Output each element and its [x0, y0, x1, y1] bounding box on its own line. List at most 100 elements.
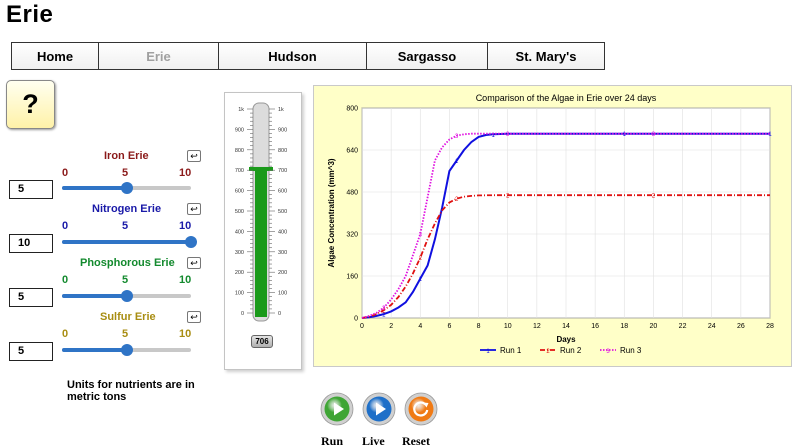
x-tick-label: 4 — [418, 323, 422, 330]
gauge-tick-label-left: 700 — [235, 168, 244, 174]
series-marker-2: 2 — [382, 309, 386, 315]
button-face — [408, 396, 434, 422]
series-marker-1: 1 — [382, 313, 386, 319]
phosphorous-tick-min: 0 — [62, 274, 69, 286]
nitrogen-tick-max: 10 — [179, 220, 192, 232]
series-marker-3: 3 — [652, 132, 656, 138]
gauge-tick-label-left: 900 — [235, 127, 244, 133]
tab-erie[interactable]: Erie — [98, 42, 219, 70]
nitrogen-slider[interactable] — [62, 236, 197, 248]
reset-arc — [413, 401, 429, 417]
gauge-tick-label-right: 900 — [278, 127, 287, 133]
algae-chart: Comparison of the Algae in Erie over 24 … — [327, 93, 774, 355]
play-glyph — [376, 402, 386, 416]
x-tick-label: 16 — [591, 323, 599, 330]
gauge-tick-label-right: 500 — [278, 209, 287, 215]
gauge-tick-label-right: 1k — [278, 107, 284, 113]
run-label: Run — [321, 434, 344, 445]
x-tick-label: 12 — [533, 323, 541, 330]
chart-panel: Comparison of the Algae in Erie over 24 … — [313, 85, 792, 367]
series-marker-2: 2 — [652, 194, 656, 200]
x-tick-label: 26 — [737, 323, 745, 330]
reset-icon — [404, 392, 438, 426]
units-note: Units for nutrients are in metric tons — [67, 379, 195, 403]
iron-slider-title: Iron Erie — [104, 150, 149, 162]
series-marker-2: 2 — [419, 256, 423, 262]
legend-marker-3: 3 — [606, 349, 610, 355]
sulfur-reset-icon[interactable]: ↩ — [187, 311, 201, 323]
gauge-tick-label-left: 300 — [235, 250, 244, 256]
nitrogen-tick-min: 0 — [62, 220, 69, 232]
tab-hudson[interactable]: Hudson — [218, 42, 367, 70]
reset-button[interactable] — [404, 392, 438, 426]
x-tick-label: 20 — [650, 323, 658, 330]
x-tick-label: 8 — [477, 323, 481, 330]
series-marker-3: 3 — [419, 233, 423, 239]
phosphorous-reset-icon[interactable]: ↩ — [187, 257, 201, 269]
nitrogen-slider-title: Nitrogen Erie — [92, 203, 162, 215]
sulfur-value-input[interactable]: 5 — [9, 342, 53, 361]
iron-slider[interactable] — [62, 182, 191, 194]
series-marker-2: 2 — [455, 197, 459, 203]
y-tick-label: 640 — [346, 148, 358, 155]
phosphorous-slider-fill — [62, 294, 127, 298]
iron-slider-fill — [62, 186, 127, 190]
chart-title: Comparison of the Algae in Erie over 24 … — [476, 93, 657, 103]
gauge-tick-label-right: 0 — [278, 311, 281, 317]
gauge-tick-label-left: 500 — [235, 209, 244, 215]
gauge-tick-label-left: 100 — [235, 291, 244, 297]
gauge-level-marker — [249, 166, 273, 171]
run-button[interactable] — [320, 392, 354, 426]
sulfur-slider[interactable] — [62, 344, 191, 356]
series-marker-2: 2 — [506, 194, 510, 200]
phosphorous-slider-knob[interactable] — [120, 290, 133, 302]
series-line-3 — [361, 132, 770, 319]
iron-reset-icon[interactable]: ↩ — [187, 150, 201, 162]
nav-bar: Home Erie Hudson Sargasso St. Mary's — [11, 42, 605, 70]
iron-tick-mid: 5 — [122, 167, 129, 179]
gauge-fill — [255, 168, 267, 317]
iron-value-input[interactable]: 5 — [9, 180, 53, 199]
series-marker-1: 1 — [491, 133, 495, 139]
legend-marker-1: 1 — [486, 349, 490, 355]
gauge-tick-label-right: 300 — [278, 250, 287, 256]
y-tick-label: 320 — [346, 232, 358, 239]
series-marker-3: 3 — [382, 306, 386, 312]
phosphorous-value-input[interactable]: 5 — [9, 288, 53, 307]
help-button[interactable]: ? — [6, 80, 55, 129]
y-axis-label: Algae Concentration (mm^3) — [327, 158, 336, 267]
x-tick-label: 10 — [504, 323, 512, 330]
sulfur-slider-knob[interactable] — [120, 344, 133, 356]
gauge-tick-label-right: 800 — [278, 148, 287, 154]
sulfur-slider-fill — [62, 348, 127, 352]
series-marker-1: 1 — [623, 132, 627, 138]
nitrogen-tick-mid: 5 — [122, 220, 129, 232]
play-icon — [362, 392, 396, 426]
nitrogen-value-input[interactable]: 10 — [9, 234, 53, 253]
gauge-tick-label-right: 700 — [278, 168, 287, 174]
y-tick-label: 0 — [354, 316, 358, 323]
live-button[interactable] — [362, 392, 396, 426]
nitrogen-slider-knob[interactable] — [185, 236, 197, 248]
nitrogen-slider-fill — [62, 240, 191, 244]
series-marker-3: 3 — [506, 132, 510, 138]
tab-home[interactable]: Home — [11, 42, 99, 70]
iron-tick-max: 10 — [179, 167, 192, 179]
iron-slider-knob[interactable] — [120, 182, 133, 194]
gauge-tick-label-left: 200 — [235, 270, 244, 276]
reset-arrowhead — [423, 402, 429, 408]
series-line-2 — [361, 194, 770, 319]
tab-sargasso[interactable]: Sargasso — [366, 42, 488, 70]
phosphorous-slider[interactable] — [62, 290, 191, 302]
gauge-thermometer: 1k 1k 900 900 800 800 700 700 600 600 500 500 400 400… — [235, 102, 287, 322]
nitrogen-reset-icon[interactable]: ↩ — [187, 203, 201, 215]
legend-marker-2: 2 — [546, 349, 550, 355]
gauge-readout: 706 — [251, 335, 273, 348]
series-marker-1: 1 — [455, 159, 459, 165]
tab-st-marys[interactable]: St. Mary's — [487, 42, 605, 70]
x-tick-label: 2 — [389, 323, 393, 330]
phosphorous-slider-title: Phosphorous Erie — [80, 257, 175, 269]
y-tick-label: 480 — [346, 190, 358, 197]
play-glyph — [334, 402, 344, 416]
page-title: Erie — [6, 1, 54, 28]
